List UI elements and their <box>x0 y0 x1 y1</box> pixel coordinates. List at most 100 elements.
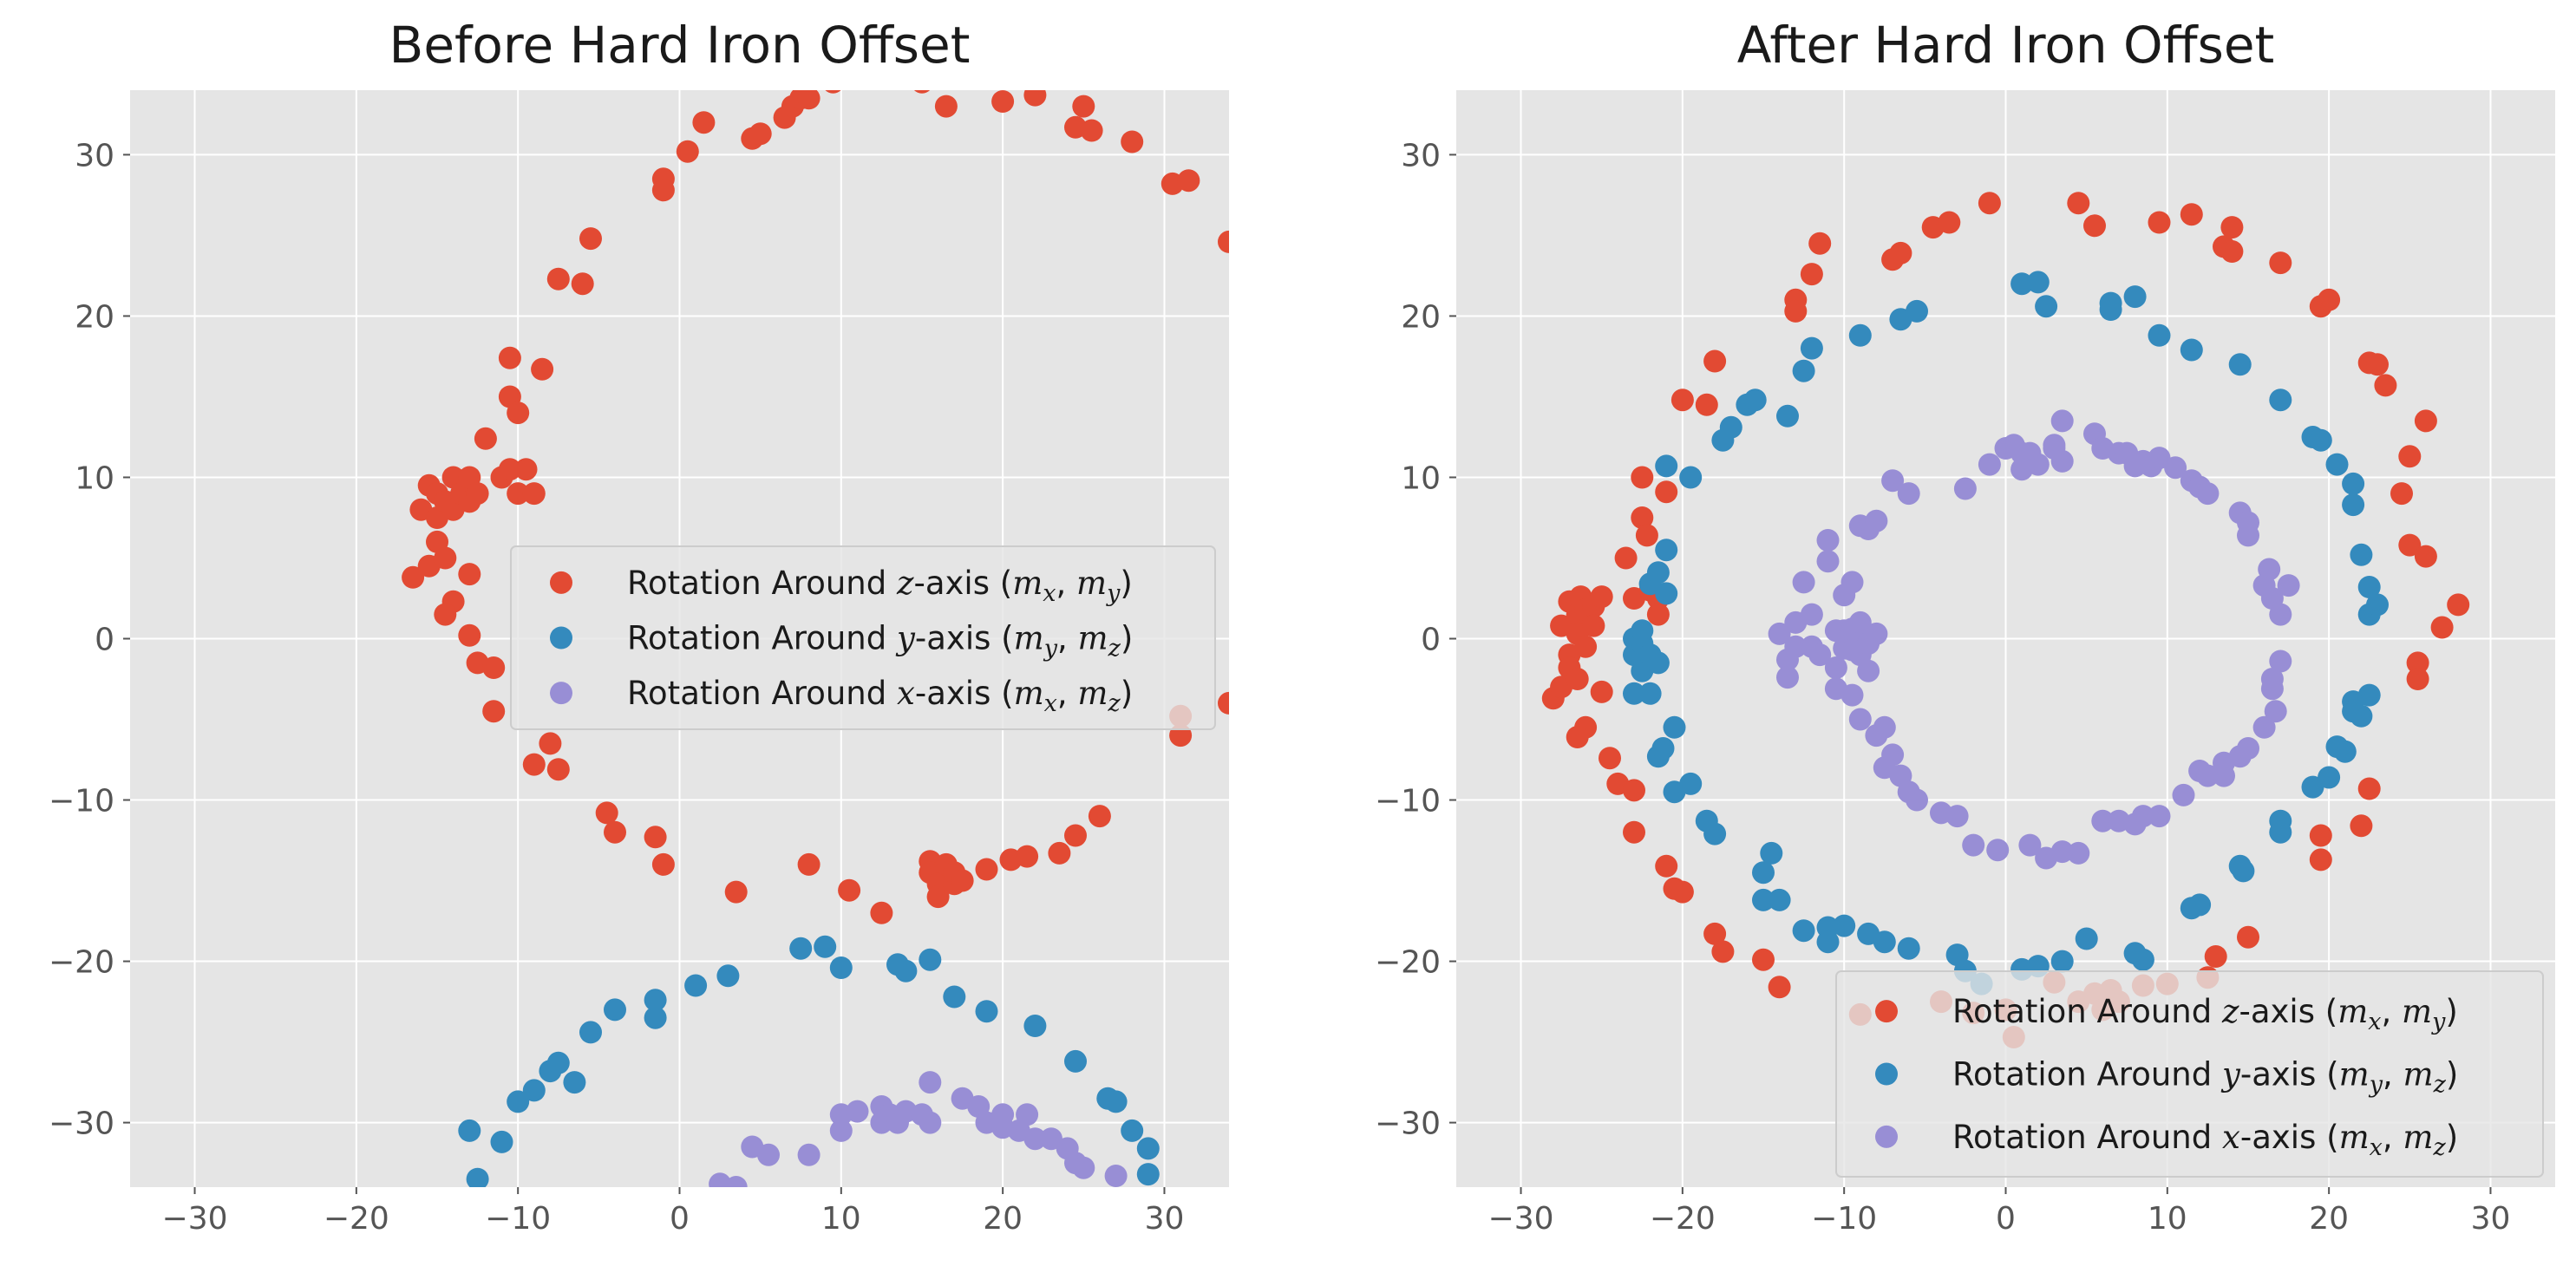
x-tick-label: 20 <box>2309 1201 2349 1237</box>
data-points <box>402 90 1229 1187</box>
data-point <box>2357 576 2381 598</box>
data-point <box>2342 472 2365 495</box>
data-point <box>595 801 618 825</box>
data-point <box>1768 976 1791 999</box>
data-point <box>1848 610 1872 634</box>
data-point <box>1719 415 1742 439</box>
data-point <box>1808 643 1832 667</box>
data-point <box>1614 546 1638 570</box>
data-point <box>1048 841 1071 865</box>
data-point <box>2018 833 2042 857</box>
data-point <box>514 458 538 481</box>
data-point <box>539 732 562 755</box>
data-point <box>991 90 1015 113</box>
data-point <box>1590 585 1613 609</box>
data-point <box>975 858 998 881</box>
data-point <box>579 1021 602 1044</box>
data-point <box>1800 603 1823 626</box>
data-point <box>829 956 853 979</box>
data-point <box>563 1071 586 1094</box>
data-point <box>1906 788 1928 812</box>
data-point <box>531 357 554 381</box>
data-point <box>749 122 772 146</box>
data-point <box>1978 453 2001 476</box>
data-point <box>1824 656 1847 679</box>
data-point <box>546 267 570 291</box>
data-point <box>1072 1156 1095 1179</box>
data-point <box>2333 740 2357 763</box>
legend: Rotation Around z-axis (mx, my) Rotation … <box>1835 970 2544 1178</box>
data-point <box>2237 925 2259 949</box>
data-point <box>1631 506 1654 529</box>
data-point <box>2091 809 2115 832</box>
data-point <box>2318 766 2341 789</box>
x-tick-label: −10 <box>1811 1201 1877 1237</box>
data-point <box>2342 493 2365 517</box>
legend: Rotation Around z-axis (mx, my) Rotation … <box>510 545 1216 730</box>
data-point <box>838 878 861 902</box>
data-point <box>1218 230 1229 253</box>
chart-title: After Hard Iron Offset <box>1737 16 2275 75</box>
data-point <box>975 1000 998 1023</box>
data-point <box>757 1143 780 1166</box>
data-point <box>1800 336 1823 360</box>
data-point <box>507 482 530 506</box>
data-point <box>1599 747 1621 770</box>
legend-label: Rotation Around x-axis (mx, mz) <box>1952 1119 2458 1161</box>
data-point <box>1023 90 1047 107</box>
data-point <box>604 820 626 844</box>
data-point <box>1023 1015 1047 1037</box>
x-tick-label: 0 <box>1996 1201 2016 1237</box>
data-point <box>1566 726 1589 748</box>
data-point <box>1768 888 1791 911</box>
data-point <box>1703 822 1727 845</box>
data-point <box>644 826 667 849</box>
data-point <box>1840 683 1864 707</box>
data-point <box>1695 393 1718 416</box>
series-1 <box>1623 271 2389 996</box>
data-point <box>2148 805 2171 828</box>
data-point <box>1670 880 1694 904</box>
y-tick-label: 30 <box>1401 138 1441 173</box>
data-point <box>2269 603 2292 626</box>
data-point <box>2148 211 2171 234</box>
data-point <box>1873 930 1896 954</box>
data-point <box>1784 635 1808 658</box>
data-point <box>1574 635 1598 658</box>
y-tick-label: −30 <box>1375 1107 1441 1142</box>
data-point <box>1978 192 2001 215</box>
data-point <box>1833 914 1856 937</box>
data-point <box>919 1111 942 1134</box>
y-tick-label: 20 <box>1401 299 1441 335</box>
data-point <box>2269 388 2292 412</box>
x-tick-label: 30 <box>2471 1201 2511 1237</box>
data-point <box>498 458 521 481</box>
data-point <box>1865 509 1888 532</box>
data-point <box>1072 95 1095 118</box>
data-point <box>692 111 716 134</box>
data-point <box>919 948 942 971</box>
data-point <box>2148 323 2171 347</box>
legend-label: Rotation Around z-axis (mx, my) <box>627 565 1133 607</box>
data-point <box>2172 783 2195 806</box>
data-point <box>1679 466 1703 489</box>
data-point <box>2123 285 2147 309</box>
x-tick-label: 10 <box>821 1201 861 1237</box>
data-point <box>1703 349 1727 373</box>
data-point <box>1792 571 1815 594</box>
data-point <box>2390 482 2413 506</box>
data-point <box>1635 524 1658 547</box>
y-tick-label: −30 <box>49 1107 114 1142</box>
legend-frame <box>1835 970 2544 1178</box>
x-tick-label: −20 <box>324 1201 389 1237</box>
data-point <box>1679 772 1703 795</box>
data-point <box>2220 216 2244 239</box>
data-point <box>2196 764 2220 787</box>
data-point <box>644 1006 667 1029</box>
series-2 <box>709 1071 1128 1187</box>
data-point <box>1776 666 1799 689</box>
data-point <box>1655 539 1678 562</box>
data-point <box>1857 659 1880 682</box>
data-point <box>1865 622 1888 645</box>
data-point <box>2075 927 2098 950</box>
